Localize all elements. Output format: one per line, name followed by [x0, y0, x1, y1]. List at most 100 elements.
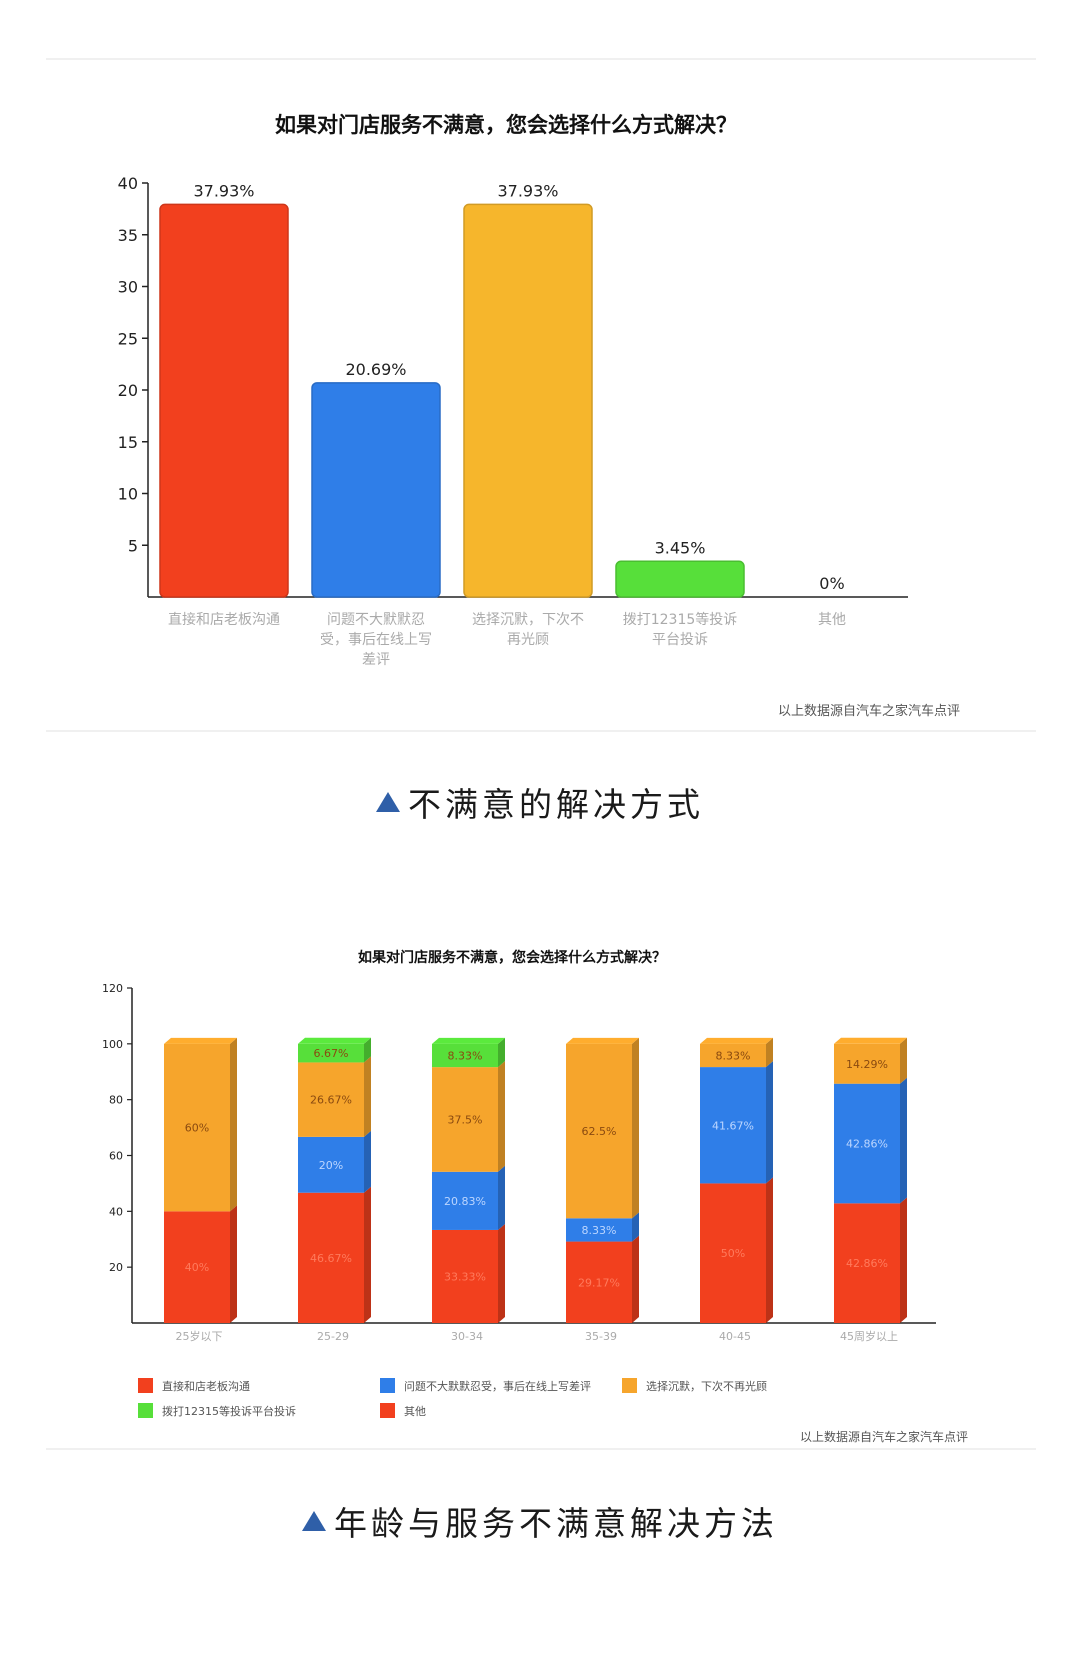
- stack-top-face: [700, 1037, 773, 1044]
- segment-value-label: 26.67%: [310, 1094, 352, 1107]
- legend-swatch: [380, 1403, 395, 1418]
- stack-segment-side: [364, 1037, 371, 1063]
- stack-segment: [432, 1067, 498, 1172]
- bar: [615, 560, 745, 598]
- triangle-icon: [376, 792, 400, 812]
- stack-top-face: [432, 1037, 505, 1044]
- stack-segment: [432, 1229, 498, 1323]
- y-tick-label: 35: [118, 226, 138, 245]
- stack-segment-side: [498, 1223, 505, 1323]
- y-tick-label: 10: [118, 485, 138, 504]
- y-tick-label: 80: [109, 1094, 123, 1107]
- legend-label: 拨打12315等投诉平台投诉: [162, 1404, 296, 1418]
- y-tick-label: 40: [118, 174, 138, 193]
- x-category-label: 25岁以下: [176, 1329, 223, 1343]
- stack-segment-side: [766, 1037, 773, 1068]
- stack-segment: [298, 1192, 364, 1323]
- segment-value-label: 29.17%: [578, 1276, 620, 1289]
- stack-segment-side: [900, 1077, 907, 1204]
- stack-segment: [834, 1083, 900, 1204]
- stack-segment-side: [498, 1037, 505, 1068]
- stack-segment: [298, 1136, 364, 1193]
- segment-value-label: 33.33%: [444, 1270, 486, 1283]
- segment-value-label: 42.86%: [846, 1138, 888, 1151]
- bar-value-label: 0%: [819, 574, 844, 593]
- segment-value-label: 8.33%: [582, 1224, 617, 1237]
- chart-title: 如果对门店服务不满意，您会选择什么方式解决？: [275, 113, 737, 137]
- top-panel-top-border: [46, 58, 1036, 60]
- x-category-label: 直接和店老板沟通: [168, 611, 280, 628]
- stack-top-face: [566, 1037, 639, 1044]
- legend-swatch: [380, 1378, 395, 1393]
- segment-value-label: 6.67%: [314, 1047, 349, 1060]
- y-tick-label: 20: [118, 381, 138, 400]
- x-category-label: 问题不大默默忍: [327, 612, 425, 628]
- stack-segment-side: [230, 1205, 237, 1323]
- segment-value-label: 41.67%: [712, 1119, 754, 1132]
- stack-segment: [432, 1171, 498, 1230]
- segment-value-label: 37.5%: [448, 1113, 483, 1126]
- stack-segment-side: [766, 1061, 773, 1184]
- stack-segment-side: [364, 1130, 371, 1193]
- x-category-label: 选择沉默，下次不: [472, 612, 584, 628]
- stack-top-face: [164, 1037, 237, 1044]
- top-caption: 不满意的解决方式: [0, 778, 1080, 826]
- legend-swatch: [138, 1378, 153, 1393]
- segment-value-label: 60%: [185, 1122, 209, 1135]
- legend-label: 其他: [404, 1405, 426, 1418]
- legend-swatch: [622, 1378, 637, 1393]
- segment-value-label: 50%: [721, 1247, 745, 1260]
- bar-value-label: 37.93%: [193, 181, 254, 200]
- legend-label: 选择沉默，下次不再光顾: [646, 1379, 767, 1393]
- x-category-label: 35-39: [585, 1330, 617, 1343]
- bar-value-label: 3.45%: [655, 538, 706, 557]
- stack-segment-side: [766, 1177, 773, 1323]
- y-tick-label: 5: [128, 536, 138, 555]
- segment-value-label: 8.33%: [716, 1049, 751, 1062]
- bottom-source-note: 以上数据源自汽车之家汽车点评: [799, 1430, 968, 1444]
- top-bar-chart: 如果对门店服务不满意，您会选择什么方式解决？ 5 10 15 20 25 30 35 40 37.…: [118, 113, 908, 668]
- stack-segment-side: [632, 1235, 639, 1323]
- stack-segment: [164, 1043, 230, 1212]
- stack-segment: [566, 1043, 632, 1219]
- stack-segment-side: [364, 1186, 371, 1323]
- stack-segment-side: [364, 1056, 371, 1137]
- bottom-caption: 年龄与服务不满意解决方法: [0, 1497, 1080, 1545]
- bar: [463, 203, 593, 598]
- segment-value-label: 8.33%: [448, 1049, 483, 1062]
- chart-title: 如果对门店服务不满意，您会选择什么方式解决？: [358, 949, 666, 966]
- stack-segment: [298, 1062, 364, 1137]
- stack-top-face: [834, 1037, 907, 1044]
- y-tick-label: 120: [102, 982, 123, 995]
- stack-segment: [700, 1067, 766, 1184]
- x-category-label: 其他: [818, 612, 846, 628]
- y-tick-label: 30: [118, 278, 138, 297]
- stack-segment: [164, 1211, 230, 1323]
- segment-value-label: 62.5%: [582, 1125, 617, 1138]
- triangle-icon: [302, 1511, 326, 1531]
- segment-value-label: 46.67%: [310, 1252, 352, 1265]
- stack-segment: [566, 1241, 632, 1323]
- legend-label: 问题不大默默忍受，事后在线上写差评: [404, 1379, 591, 1393]
- legend-swatch: [138, 1403, 153, 1418]
- top-source-note: 以上数据源自汽车之家汽车点评: [777, 704, 960, 719]
- stack-segment: [298, 1043, 364, 1063]
- y-tick-label: 15: [118, 433, 138, 452]
- y-tick-label: 100: [102, 1038, 123, 1051]
- stacked-bar-chart: 如果对门店服务不满意，您会选择什么方式解决？ 20 40 60 80 100 120 40% 6…: [102, 949, 936, 1418]
- x-category-label: 受，事后在线上写: [320, 632, 432, 648]
- segment-value-label: 14.29%: [846, 1058, 888, 1071]
- stack-segment: [700, 1043, 766, 1068]
- stack-top-face: [298, 1037, 371, 1044]
- stack-segment-side: [498, 1165, 505, 1230]
- segment-value-label: 40%: [185, 1261, 209, 1274]
- top-panel-bottom-border: [46, 730, 1036, 732]
- bar-value-label: 20.69%: [345, 360, 406, 379]
- segment-value-label: 42.86%: [846, 1257, 888, 1270]
- y-tick-label: 40: [109, 1205, 123, 1218]
- top-caption-text: 不满意的解决方式: [408, 785, 704, 824]
- stack-segment-side: [230, 1037, 237, 1212]
- stack-segment: [566, 1218, 632, 1242]
- x-category-label: 25-29: [317, 1330, 349, 1343]
- bar: [311, 382, 441, 598]
